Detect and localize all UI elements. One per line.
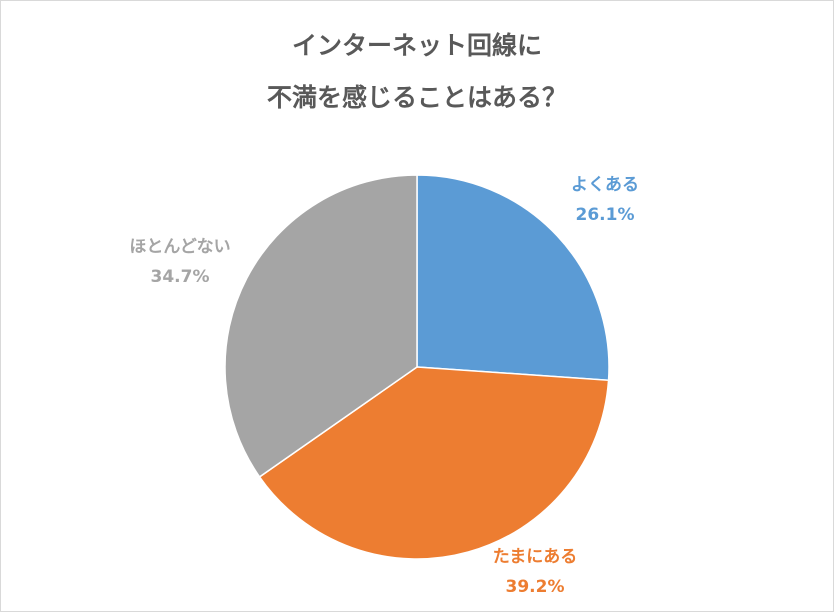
pie-slice xyxy=(258,366,610,560)
slice-value-label: 34.7% xyxy=(151,267,210,287)
slice-value-label: 26.1% xyxy=(576,205,635,225)
pie-slice xyxy=(224,174,418,478)
slice-label: よくある xyxy=(571,175,639,195)
pie-slice xyxy=(416,174,610,382)
chart-title: 不満を感じることはある？ xyxy=(267,83,567,112)
slice-value-label: 39.2% xyxy=(506,577,565,597)
slice-label: たまにある xyxy=(493,547,578,567)
slice-label: ほとんどない xyxy=(129,237,230,257)
chart-title: インターネット回線に xyxy=(292,31,542,60)
